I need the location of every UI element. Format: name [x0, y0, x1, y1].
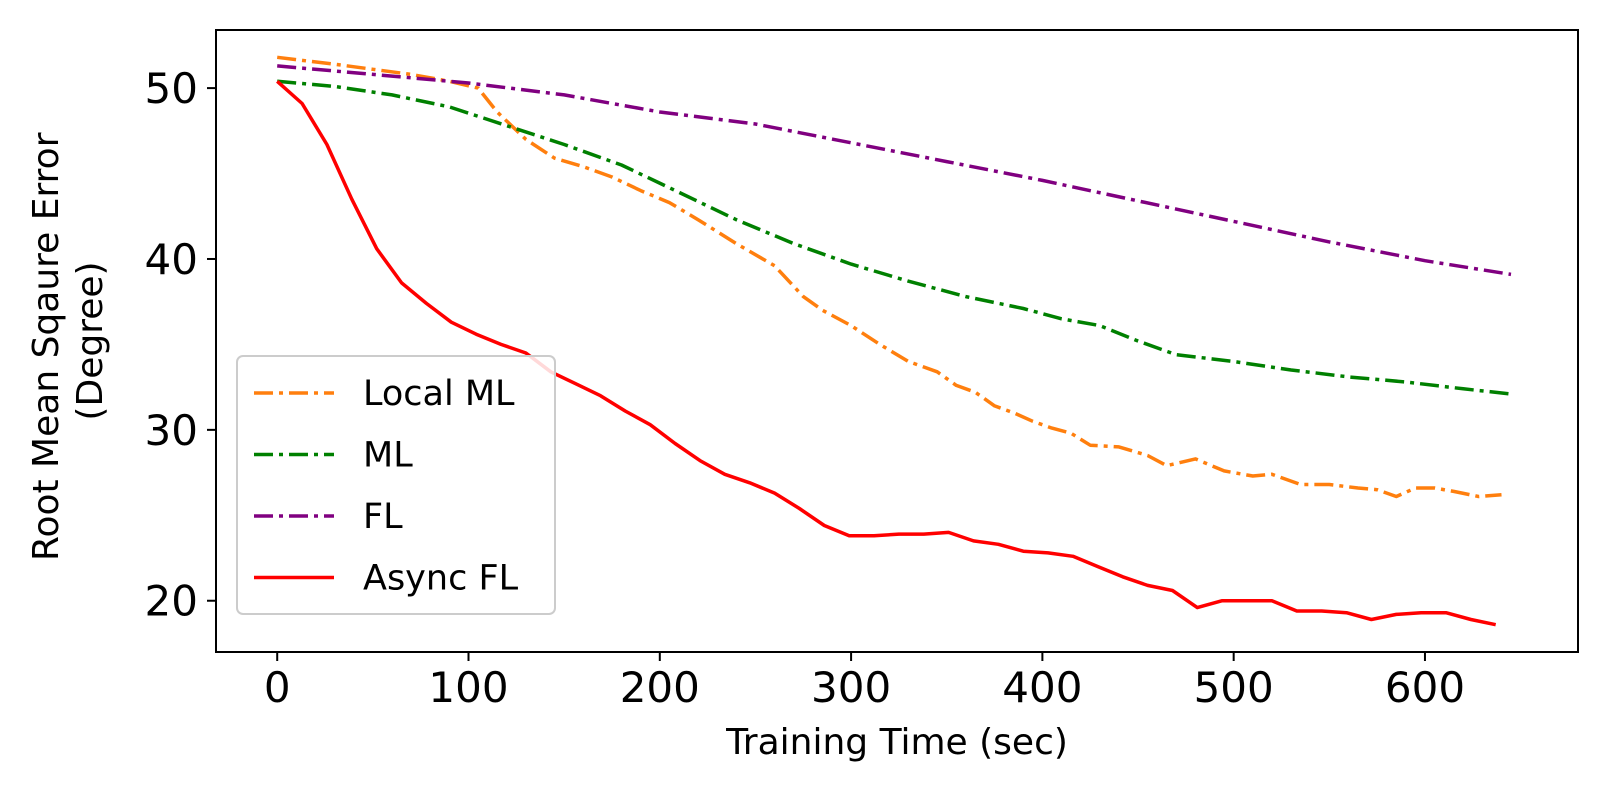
series-line-fl	[277, 64, 1512, 277]
y-axis-title: Root Mean Sqaure Error (Degree)	[26, 121, 111, 561]
legend-label-ml: ML	[363, 436, 413, 476]
y-tick-label: 40	[145, 235, 198, 284]
y-axis-title-line-1: Root Mean Sqaure Error	[26, 132, 67, 561]
x-tick-label: 100	[428, 663, 508, 712]
x-axis-title: Training Time (sec)	[725, 722, 1068, 763]
x-tick-label: 500	[1194, 663, 1274, 712]
x-tick-label: 300	[811, 663, 891, 712]
x-tick-label: 600	[1385, 663, 1465, 712]
x-tick-label: 400	[1002, 663, 1082, 712]
legend-label-local-ml: Local ML	[363, 374, 515, 414]
y-tick-label: 20	[145, 577, 198, 626]
legend: Local ML ML FL Async FL	[236, 355, 556, 615]
plot-frame	[215, 29, 1579, 653]
y-tick-label: 30	[145, 406, 198, 455]
legend-label-async-fl: Async FL	[363, 559, 519, 599]
series-line-local-ml	[276, 55, 1502, 499]
y-axis-title-line-2: (Degree)	[70, 261, 111, 420]
legend-label-fl: FL	[363, 497, 403, 537]
series-line-ml	[277, 79, 1512, 396]
y-tick-label: 50	[145, 64, 198, 113]
x-tick-label: 0	[264, 663, 291, 712]
x-tick-label: 200	[620, 663, 700, 712]
series-layer	[276, 55, 1512, 627]
legend-box	[236, 355, 556, 615]
x-axis-ticks: 0 100 200 300 400 500 600	[264, 652, 1465, 712]
series-line-async-fl	[276, 79, 1497, 627]
y-axis-ticks: 20 30 40 50	[145, 64, 216, 626]
